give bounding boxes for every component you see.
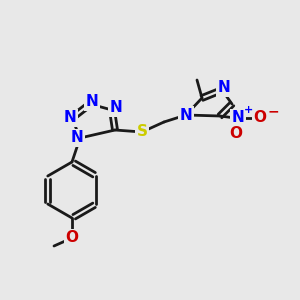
Text: O: O — [65, 230, 79, 245]
Text: N: N — [232, 110, 244, 125]
Text: N: N — [180, 107, 192, 122]
Text: N: N — [218, 80, 230, 95]
Text: O: O — [230, 127, 242, 142]
Text: O: O — [254, 110, 266, 125]
Text: N: N — [64, 110, 76, 125]
Text: N: N — [85, 94, 98, 110]
Text: −: − — [268, 104, 280, 118]
Text: S: S — [136, 124, 148, 140]
Text: N: N — [110, 100, 122, 116]
Text: N: N — [70, 130, 83, 146]
Text: +: + — [244, 105, 253, 115]
